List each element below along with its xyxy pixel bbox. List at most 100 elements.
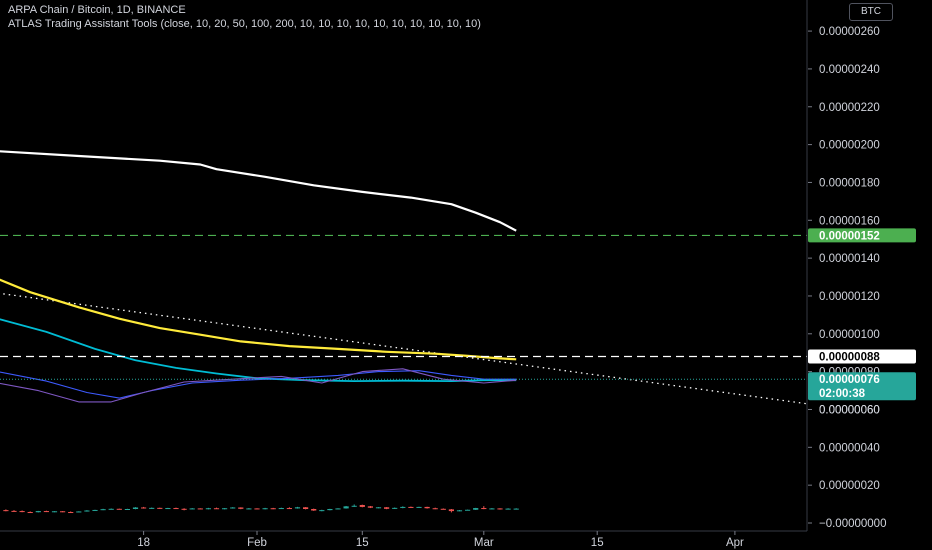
candle-body	[424, 506, 430, 509]
level-badge-1-price: 0.00000152	[819, 230, 880, 242]
candle-body	[230, 507, 236, 509]
candle-body	[246, 508, 252, 510]
y-tick-label: 0.00000160	[819, 215, 880, 227]
candle-body	[11, 510, 17, 512]
candle-body	[189, 508, 195, 510]
candles	[3, 504, 519, 514]
candle-body	[124, 508, 130, 510]
candle-body	[197, 508, 203, 510]
x-tick-label: Apr	[726, 537, 744, 549]
level-badge-2-background	[808, 349, 916, 364]
candle-body	[278, 508, 284, 510]
y-tick-label: 0.00000200	[819, 140, 880, 152]
candle-body	[68, 512, 74, 514]
candle-body	[43, 511, 49, 513]
symbol-title[interactable]: ARPA Chain / Bitcoin, 1D, BINANCE	[8, 4, 186, 16]
price-axis[interactable]	[808, 0, 932, 531]
indicator-title[interactable]: ATLAS Trading Assistant Tools (close, 10…	[8, 18, 481, 30]
level-badge-1-background	[808, 228, 916, 243]
candle-body	[481, 508, 487, 510]
candle-body	[141, 507, 147, 509]
x-tick-label: 15	[591, 537, 604, 549]
candle-body	[335, 508, 341, 510]
trendline-price-label: 0.00000060	[819, 404, 880, 416]
level-badge-2-price: 0.00000088	[819, 352, 880, 364]
candle-body	[51, 511, 58, 513]
candle-body	[3, 510, 9, 512]
moving-average-line-4	[0, 370, 517, 399]
y-tick-label: 0.00000100	[819, 329, 880, 341]
currency-button[interactable]: BTC	[849, 3, 893, 21]
y-tick-label: 0.00000060	[819, 404, 880, 416]
candle-body	[497, 508, 503, 510]
candle-body	[35, 511, 41, 513]
candle-body	[392, 507, 398, 509]
candle-body	[367, 506, 373, 508]
candle-body	[319, 510, 325, 512]
candle-body	[238, 507, 244, 509]
candle-body	[165, 508, 171, 510]
y-tick-label: 0.00000020	[819, 480, 880, 492]
level-badge-1: 0.00000152	[808, 228, 916, 243]
candle-body	[181, 508, 187, 510]
candle-body	[173, 508, 179, 510]
candle-body	[19, 511, 25, 513]
candle-body	[92, 509, 98, 511]
candle-body	[303, 507, 309, 509]
candle-body	[27, 512, 33, 514]
candle-body	[473, 508, 479, 510]
x-tick-label: Feb	[247, 537, 267, 549]
candle-body	[311, 508, 317, 511]
candle-body	[400, 506, 406, 508]
candle-body	[60, 511, 66, 513]
candle-body	[456, 510, 463, 512]
x-tick-label: 15	[356, 537, 369, 549]
x-tick-label: 18	[137, 537, 150, 549]
candle-body	[375, 507, 382, 509]
y-tick-label: 0.00000180	[819, 177, 880, 189]
candle-body	[286, 508, 292, 510]
candle-body	[213, 508, 220, 510]
candle-body	[100, 509, 106, 511]
candle-body	[432, 508, 438, 510]
candle-body	[351, 505, 357, 507]
candle-body	[222, 508, 228, 510]
horizontal-levels	[0, 234, 807, 380]
candle-body	[489, 508, 495, 510]
moving-average-line-5	[0, 368, 517, 403]
y-tick-label: 0.00000140	[819, 253, 880, 265]
moving-average-line-2	[0, 278, 517, 361]
moving-average-line-1	[0, 150, 517, 232]
last-price-badge-countdown: 02:00:38	[819, 388, 866, 400]
candle-body	[149, 507, 155, 509]
candle-body	[157, 507, 163, 509]
candle-body	[84, 510, 90, 512]
chart-legend: ARPA Chain / Bitcoin, 1D, BINANCE ATLAS …	[8, 3, 481, 31]
price-badges: 0.00000152 0.00000088 0.00000076 02:00:38 0.…	[808, 228, 916, 416]
candle-body	[108, 508, 114, 510]
time-axis-labels: 18 Feb 15 Mar 15 Apr	[137, 531, 744, 549]
candle-body	[116, 508, 122, 510]
level-badge-2: 0.00000088	[808, 349, 916, 364]
x-tick-label: Mar	[474, 537, 494, 549]
last-price-badge-price: 0.00000076	[819, 374, 880, 386]
y-tick-label: −0.00000000	[819, 518, 886, 530]
candle-body	[205, 508, 211, 510]
candle-body	[465, 509, 471, 511]
candle-body	[448, 509, 454, 512]
candle-body	[262, 508, 268, 510]
last-price-badge-background	[808, 372, 916, 401]
candle-body	[76, 511, 82, 513]
candle-body	[505, 508, 511, 510]
y-tick-label: 0.00000240	[819, 64, 880, 76]
candle-body	[384, 507, 390, 509]
candle-body	[343, 506, 349, 509]
candle-body	[270, 508, 276, 510]
y-tick-label: 0.00000040	[819, 442, 880, 454]
candle-body	[327, 508, 333, 511]
y-tick-label: 0.00000120	[819, 291, 880, 303]
candle-body	[294, 507, 301, 509]
candle-body	[416, 506, 422, 508]
